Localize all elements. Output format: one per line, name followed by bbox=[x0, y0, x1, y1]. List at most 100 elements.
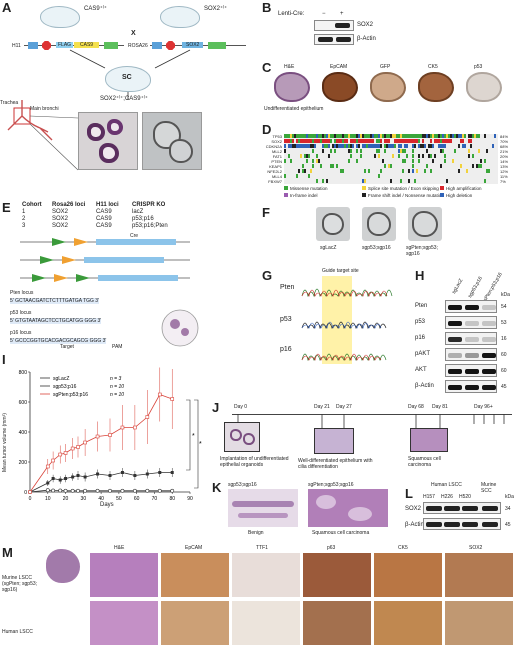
mutation-cell bbox=[322, 139, 324, 143]
mouse-sox2-label: SOX2⁺ˡ⁺ bbox=[204, 6, 228, 12]
mutation-cell bbox=[364, 179, 366, 183]
mutation-cell bbox=[396, 139, 398, 143]
mutation-cell bbox=[468, 134, 470, 138]
l-lane-h226: H226 bbox=[441, 494, 453, 500]
mutation-cell bbox=[460, 164, 462, 168]
mutation-cell bbox=[404, 134, 406, 138]
construct-diagrams bbox=[20, 238, 199, 347]
panel-j: J Day 0 Day 21 Day 27 Day 68 Day 81 Day … bbox=[212, 400, 520, 478]
data-point bbox=[95, 488, 100, 493]
legend-name: sgPten;p53;p16 bbox=[53, 392, 88, 398]
mutation-cell bbox=[300, 134, 302, 138]
mutation-cell bbox=[466, 169, 468, 173]
blot-band bbox=[482, 385, 496, 390]
mutation-cell bbox=[388, 139, 390, 143]
mutation-cell bbox=[294, 134, 296, 138]
mutation-cell bbox=[414, 179, 416, 183]
data-point bbox=[108, 474, 112, 477]
ihc-tile-human bbox=[90, 601, 158, 645]
blot-row-label: p53 bbox=[415, 319, 426, 325]
sc-label: SC bbox=[122, 74, 132, 81]
panel-k: K sgp53;sgp16 sgPten;sgp53;sgp16 Benign … bbox=[212, 480, 402, 542]
mutation-cell bbox=[412, 139, 414, 143]
mutation-cell bbox=[288, 139, 290, 143]
data-point bbox=[51, 488, 56, 493]
gene-label: FAT1 bbox=[272, 154, 282, 159]
guide-target-title: Guide target site bbox=[322, 268, 359, 274]
j-image-organoid bbox=[224, 422, 260, 452]
mutation-cell bbox=[312, 134, 314, 138]
cag-promoter bbox=[28, 42, 38, 49]
data-point bbox=[132, 488, 137, 493]
mutation-cell bbox=[290, 139, 292, 143]
mutation-cell bbox=[470, 134, 472, 138]
ihc-tile-human bbox=[303, 601, 371, 645]
mutation-cell bbox=[384, 149, 386, 153]
mutation-cell bbox=[306, 139, 308, 143]
mutation-cell bbox=[444, 154, 446, 158]
day-96: Day 96+ bbox=[474, 404, 493, 410]
mutation-cell bbox=[442, 144, 444, 148]
mutation-cell bbox=[460, 134, 462, 138]
f-label-sgpten: sgPten;sgp53; sgp16 bbox=[406, 245, 438, 257]
mutation-cell bbox=[298, 144, 300, 148]
mutation-cell bbox=[434, 139, 436, 143]
mutation-cell bbox=[358, 144, 360, 148]
sig-star: * bbox=[192, 433, 195, 440]
mutation-cell bbox=[316, 159, 318, 163]
blot-band bbox=[465, 305, 479, 310]
blot-kda: 54 bbox=[501, 304, 507, 310]
mutation-cell bbox=[316, 179, 318, 183]
mutation-cell bbox=[374, 134, 376, 138]
p16-locus: p16 locus bbox=[10, 330, 32, 336]
legend-swatch bbox=[440, 186, 444, 190]
x-tick-label: 90 bbox=[187, 496, 193, 502]
mutation-cell bbox=[330, 164, 332, 168]
mutation-cell bbox=[422, 144, 424, 148]
mutation-cell bbox=[322, 179, 324, 183]
cross-arrows bbox=[7, 49, 191, 171]
mutation-cell bbox=[330, 139, 332, 143]
legend-swatch bbox=[440, 193, 444, 197]
mutation-cell bbox=[288, 134, 290, 138]
mutation-cell bbox=[318, 134, 320, 138]
mutation-cell bbox=[344, 144, 346, 148]
mutation-cell bbox=[416, 169, 418, 173]
data-point bbox=[76, 445, 80, 449]
x-tick-label: 40 bbox=[98, 496, 104, 502]
mutation-cell bbox=[408, 169, 410, 173]
gene-percent: 21% bbox=[500, 149, 509, 154]
blot-strip bbox=[445, 300, 497, 313]
mutation-cell bbox=[316, 154, 318, 158]
gene-percent: 14% bbox=[500, 159, 509, 164]
gene-percent: 13% bbox=[500, 164, 509, 169]
cohort-cell: p53;p16 bbox=[132, 216, 154, 222]
gene-percent: 7% bbox=[500, 179, 506, 184]
bronchi-label: Main bronchi bbox=[30, 106, 59, 112]
blot-band bbox=[448, 305, 462, 310]
legend-name: sgLacZ bbox=[53, 376, 69, 382]
gene-label: KEAP1 bbox=[269, 164, 282, 169]
mutation-cell bbox=[412, 134, 414, 138]
mutation-cell bbox=[308, 134, 310, 138]
blot-kda: 16 bbox=[501, 336, 507, 342]
blot-strip bbox=[445, 364, 497, 377]
panel-c: C H&E EpCAM GFP CK5 p53 Undifferentiated… bbox=[262, 60, 520, 122]
blot-row-label: pAKT bbox=[415, 351, 431, 357]
mutation-cell bbox=[348, 149, 350, 153]
x-tick-label: 70 bbox=[152, 496, 158, 502]
mutation-cell bbox=[436, 134, 438, 138]
mutation-cell bbox=[342, 169, 344, 173]
mutation-cell bbox=[350, 139, 352, 143]
gene-label: MLL2 bbox=[271, 149, 282, 154]
data-point bbox=[63, 488, 68, 493]
mutation-cell bbox=[360, 134, 362, 138]
day-0: Day 0 bbox=[234, 404, 248, 410]
mutation-cell bbox=[418, 159, 420, 163]
lane-minus: − bbox=[322, 11, 326, 17]
mutation-cell bbox=[452, 134, 454, 138]
stain-label: EpCAM bbox=[185, 545, 203, 551]
pten-locus: Pten locus bbox=[10, 290, 34, 296]
mutation-cell bbox=[444, 134, 446, 138]
blot-band bbox=[465, 385, 479, 390]
